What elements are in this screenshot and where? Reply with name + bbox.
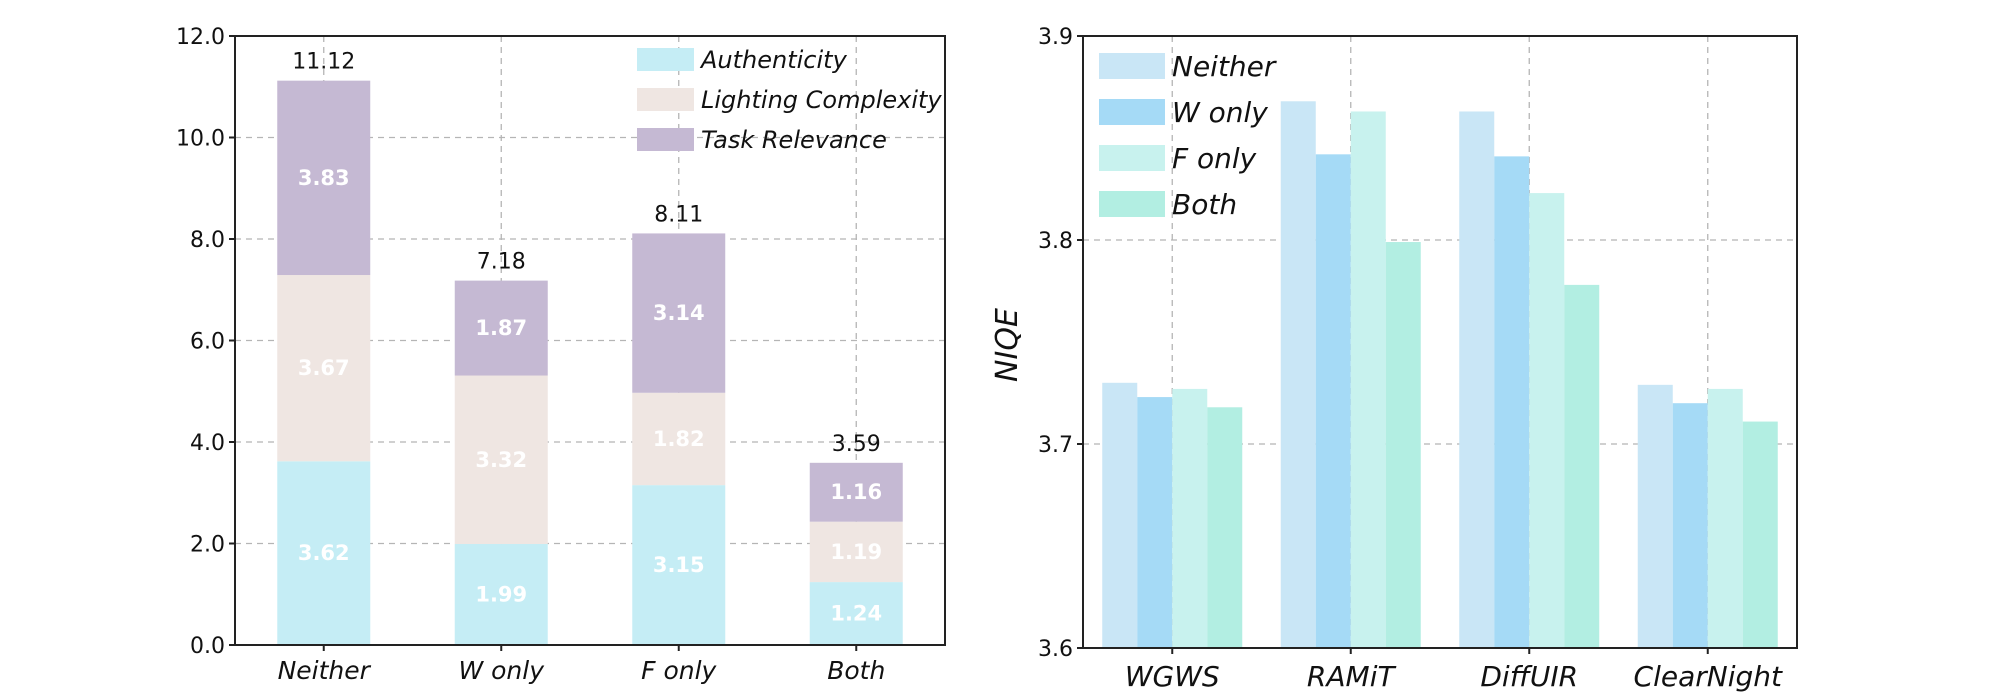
- bar-w-only: [1137, 397, 1173, 648]
- legend-label: Lighting Complexity: [701, 86, 942, 114]
- x-category-label: Neither: [278, 656, 372, 685]
- total-value-label: 7.18: [477, 250, 526, 275]
- segment-value-label: 1.19: [830, 540, 882, 564]
- legend-swatch: [637, 48, 694, 71]
- legend-label: W only: [1172, 96, 1268, 129]
- bar-f-only: [1350, 111, 1386, 649]
- segment-value-label: 1.16: [830, 480, 882, 504]
- segment-value-label: 3.62: [298, 541, 350, 565]
- bar-both: [1564, 284, 1600, 648]
- bar-segment-lighting-complexity: [809, 521, 903, 583]
- legend-label: Authenticity: [699, 46, 848, 74]
- x-category-label: Both: [827, 656, 885, 685]
- x-category-label: WGWS: [1125, 660, 1220, 693]
- legend-swatch: [637, 128, 694, 151]
- segment-value-label: 3.67: [298, 356, 350, 380]
- plot-frame: [234, 35, 946, 646]
- bar-neither: [1459, 111, 1495, 649]
- bar-segment-task-relevance: [277, 80, 371, 276]
- bar-neither: [1637, 384, 1673, 648]
- grouped-bar-chart: 3.6 3.7 3.8 3.9 WGWS RAMiT DiffUIR ClearNight NI…: [990, 25, 1798, 693]
- y-axis-label: NIQE: [990, 308, 1025, 382]
- bar-segment-lighting-complexity: [632, 392, 726, 486]
- bar-segment-authenticity: [632, 485, 726, 645]
- stacked-bar-chart: 0.0 2.0 4.0 6.0 8.0 10.0 12.0 3.62 3.67 3.83 11.12…: [176, 25, 946, 685]
- bar-f-only: [1707, 388, 1743, 648]
- legend-label: F only: [1172, 142, 1257, 175]
- legend-swatch: [1099, 191, 1165, 217]
- y-tick-label: 3.6: [1038, 637, 1073, 662]
- y-tick-label: 3.9: [1038, 25, 1073, 50]
- bar-w-only: [1672, 403, 1708, 648]
- y-tick-label: 2.0: [190, 533, 225, 558]
- y-tick-label: 3.7: [1038, 433, 1073, 458]
- bar-segment-authenticity: [454, 544, 548, 645]
- bar-neither: [1102, 382, 1138, 648]
- total-value-label: 3.59: [832, 432, 881, 457]
- segment-value-label: 1.87: [475, 316, 527, 340]
- bar-segment-authenticity: [809, 582, 903, 645]
- segment-value-label: 3.14: [653, 301, 705, 325]
- bar-f-only: [1172, 388, 1208, 648]
- bar-both: [1207, 407, 1243, 648]
- y-tick-label: 4.0: [190, 431, 225, 456]
- x-category-label: ClearNight: [1634, 660, 1783, 693]
- x-category-label: W only: [458, 656, 545, 685]
- y-tick-label: 0.0: [190, 634, 225, 659]
- legend-label: Neither: [1172, 50, 1277, 83]
- y-tick-label: 12.0: [176, 25, 225, 50]
- y-tick-label: 6.0: [190, 330, 225, 355]
- plot-frame: [1082, 35, 1798, 649]
- y-tick-label: 3.8: [1038, 229, 1073, 254]
- legend-swatch: [637, 88, 694, 111]
- bar-segment-task-relevance: [809, 462, 903, 522]
- bar-segment-authenticity: [277, 461, 371, 645]
- bar-segment-lighting-complexity: [454, 375, 548, 545]
- bar-both: [1742, 421, 1778, 648]
- segment-value-label: 1.99: [475, 583, 527, 607]
- segment-value-label: 1.24: [830, 602, 882, 626]
- segment-value-label: 3.32: [475, 448, 527, 472]
- x-category-label: F only: [641, 656, 717, 685]
- bar-neither: [1280, 101, 1316, 648]
- legend-label: Both: [1172, 188, 1237, 221]
- x-category-label: RAMiT: [1307, 660, 1397, 693]
- bar-both: [1385, 242, 1421, 649]
- bar-w-only: [1315, 154, 1351, 648]
- segment-value-label: 3.83: [298, 166, 350, 190]
- segment-value-label: 3.15: [653, 553, 705, 577]
- legend-swatch: [1099, 145, 1165, 171]
- total-value-label: 8.11: [654, 202, 703, 227]
- bar-segment-task-relevance: [454, 280, 548, 376]
- y-tick-label: 8.0: [190, 228, 225, 253]
- y-tick-label: 10.0: [176, 127, 225, 152]
- legend-swatch: [1099, 53, 1165, 79]
- total-value-label: 11.12: [292, 50, 355, 75]
- legend-label: Task Relevance: [701, 126, 887, 154]
- bar-segment-task-relevance: [632, 233, 726, 393]
- bar-segment-lighting-complexity: [277, 275, 371, 462]
- x-category-label: DiffUIR: [1480, 660, 1578, 693]
- bar-w-only: [1494, 156, 1530, 649]
- segment-value-label: 1.82: [653, 427, 705, 451]
- bar-f-only: [1529, 193, 1565, 648]
- legend-swatch: [1099, 99, 1165, 125]
